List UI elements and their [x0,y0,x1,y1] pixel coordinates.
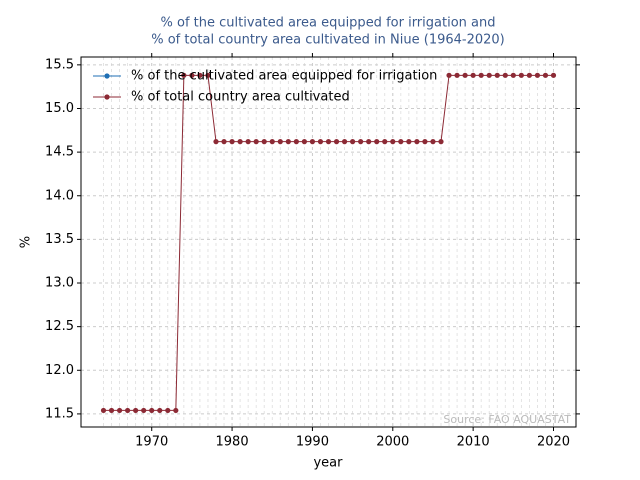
marker [398,139,404,145]
marker [157,407,163,414]
marker [462,72,468,78]
x-tick-label: 1970 [135,435,168,450]
marker [374,139,380,145]
y-tick-label: 12.0 [45,363,74,378]
marker [534,72,541,78]
marker [125,407,131,414]
y-tick-label: 13.5 [45,232,74,247]
y-tick-label: 15.0 [45,101,74,116]
x-tick-label: 2000 [376,435,409,450]
marker [237,139,243,145]
marker [253,139,259,145]
marker [245,139,251,145]
chart-title: % of total country area cultivated in Ni… [151,33,505,48]
marker [550,72,557,78]
y-tick-label: 14.5 [45,145,74,160]
plot-frame [80,56,577,428]
legend-marker [104,73,110,79]
marker [285,139,291,145]
marker [108,407,115,414]
y-tick-label: 15.5 [45,57,74,72]
source-annotation: Source: FAO AQUASTAT [443,413,571,426]
marker [317,139,324,145]
x-tick-label: 2020 [537,435,570,450]
marker [261,139,267,145]
marker [494,72,500,78]
marker [133,407,139,414]
marker [333,139,340,145]
marker [510,72,516,78]
marker [269,139,275,145]
marker [197,72,203,78]
marker [454,72,460,78]
marker [526,72,532,78]
marker [430,139,436,145]
marker [446,72,452,78]
marker [100,407,107,414]
x-axis-label: year [313,456,343,471]
marker [366,139,372,145]
marker [470,72,476,78]
marker [414,139,420,145]
marker [229,139,235,145]
marker [221,139,227,145]
marker [542,72,549,78]
y-tick-label: 11.5 [45,406,74,421]
marker [141,407,147,414]
marker [486,72,492,78]
marker [189,72,195,78]
marker [277,139,283,145]
marker [173,407,179,414]
marker [116,407,123,414]
y-tick-label: 13.0 [45,276,74,291]
legend-label: % of the cultivated area equipped for ir… [131,69,437,84]
marker [293,139,299,145]
marker [149,407,155,414]
y-axis-label: % [19,236,34,248]
x-tick-label: 2010 [457,435,490,450]
y-tick-label: 12.5 [45,319,74,334]
y-tick-label: 14.0 [45,188,74,203]
marker [406,139,412,145]
marker [301,139,307,145]
marker [358,139,364,145]
marker [341,139,348,145]
marker [390,139,396,145]
x-tick-label: 1980 [216,435,249,450]
marker [325,139,332,145]
marker [438,139,444,145]
x-tick-label: 1990 [296,435,329,450]
marker [309,139,316,145]
marker [181,72,187,78]
marker [478,72,484,78]
legend-label: % of total country area cultivated [131,90,350,105]
chart-title: % of the cultivated area equipped for ir… [161,16,496,31]
marker [422,139,428,145]
marker [350,139,356,145]
marker [205,72,211,78]
legend-marker [104,94,110,100]
marker [382,139,388,145]
marker [502,72,508,78]
marker [518,72,524,78]
marker [165,407,171,414]
marker [213,139,219,145]
